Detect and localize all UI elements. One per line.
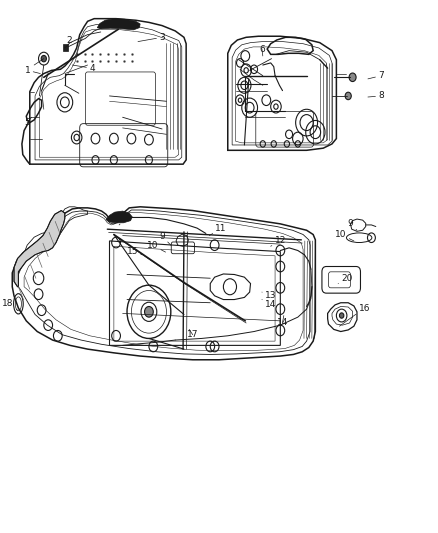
Text: 12: 12 (271, 237, 286, 246)
Text: 20: 20 (338, 274, 353, 284)
Text: 9: 9 (159, 232, 171, 245)
Bar (63, 44, 68, 51)
Text: 9: 9 (347, 220, 357, 230)
Text: 14: 14 (262, 300, 276, 309)
Text: 5: 5 (24, 117, 32, 127)
Text: 10: 10 (335, 230, 354, 241)
Text: 4: 4 (72, 64, 95, 72)
Text: 15: 15 (127, 247, 142, 256)
Text: 3: 3 (138, 33, 165, 42)
Circle shape (41, 55, 46, 62)
Text: 3: 3 (119, 214, 129, 225)
Text: 8: 8 (368, 92, 384, 100)
Circle shape (345, 92, 351, 100)
Text: 10: 10 (147, 241, 166, 252)
Text: 17: 17 (187, 329, 198, 339)
Text: 7: 7 (368, 71, 384, 80)
Polygon shape (97, 19, 140, 30)
Circle shape (349, 73, 356, 82)
Circle shape (145, 306, 153, 317)
Polygon shape (106, 211, 132, 223)
Text: 14: 14 (277, 316, 288, 327)
Text: 6: 6 (259, 45, 265, 56)
Circle shape (339, 313, 344, 318)
Text: 2: 2 (65, 36, 72, 48)
Text: 11: 11 (209, 224, 227, 236)
Text: 16: 16 (339, 304, 370, 326)
Text: 1: 1 (25, 66, 40, 75)
Text: 13: 13 (262, 292, 276, 300)
Polygon shape (14, 211, 65, 287)
Text: 18: 18 (2, 300, 18, 310)
